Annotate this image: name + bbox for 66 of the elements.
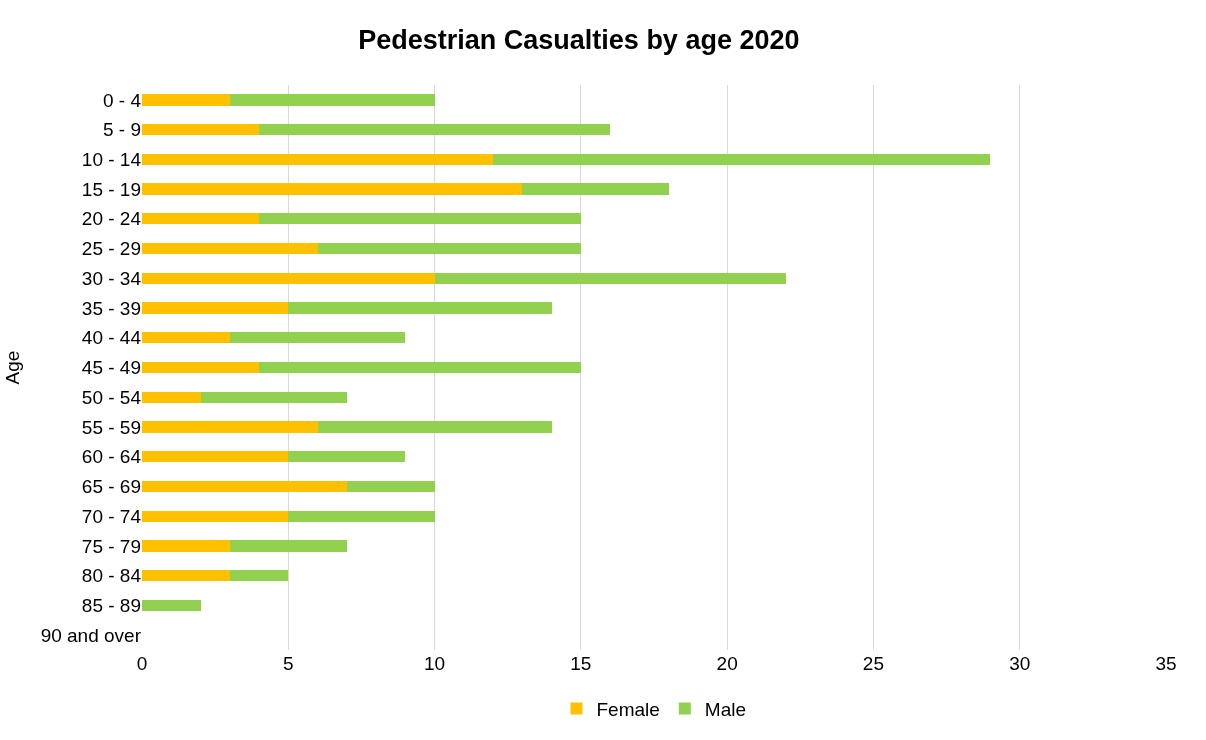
chart-title: Pedestrian Casualties by age 2020 xyxy=(358,24,800,55)
y-tick-label: 50 - 54 xyxy=(81,386,142,408)
bar xyxy=(434,272,786,284)
y-tick-label: 90 and over xyxy=(40,624,142,646)
bar xyxy=(317,421,552,433)
bar xyxy=(522,183,669,195)
x-tick-label: 30 xyxy=(1009,653,1031,674)
x-tick-label: 15 xyxy=(570,653,592,674)
bar xyxy=(229,94,435,106)
bar xyxy=(142,302,289,314)
y-tick-label: 55 - 59 xyxy=(81,416,141,438)
y-tick-label: 10 - 14 xyxy=(81,148,142,170)
bar xyxy=(346,480,435,493)
bar xyxy=(259,361,581,374)
bar xyxy=(142,510,289,522)
bar xyxy=(229,540,347,552)
y-tick-label: 20 - 24 xyxy=(81,208,142,230)
bar xyxy=(288,510,435,522)
x-tick-label: 25 xyxy=(862,653,884,674)
bar xyxy=(142,332,230,344)
y-tick-label: 15 - 19 xyxy=(81,178,141,200)
bar xyxy=(142,153,494,165)
y-tick-label: 5 - 9 xyxy=(102,119,141,141)
y-tick-label: 85 - 89 xyxy=(81,595,141,617)
bar xyxy=(142,599,201,612)
x-tick-label: 0 xyxy=(136,653,148,674)
bar xyxy=(200,391,347,403)
y-tick-label: 45 - 49 xyxy=(81,357,141,379)
bar xyxy=(142,421,318,433)
y-tick-label: 75 - 79 xyxy=(81,535,141,557)
legend-label: Female xyxy=(596,698,660,720)
y-tick-label: 70 - 74 xyxy=(81,505,142,527)
bar xyxy=(142,272,435,284)
y-tick-label: 30 - 34 xyxy=(81,267,142,289)
bar xyxy=(142,570,230,582)
bar xyxy=(142,540,230,552)
bar xyxy=(142,361,260,374)
y-tick-label: 80 - 84 xyxy=(81,565,142,587)
bar xyxy=(229,570,289,582)
legend-label: Male xyxy=(704,698,747,720)
bar xyxy=(142,391,201,403)
y-tick-label: 35 - 39 xyxy=(81,297,141,319)
y-tick-label: 60 - 64 xyxy=(81,446,142,468)
y-tick-label: 0 - 4 xyxy=(102,89,142,111)
x-tick-label: 35 xyxy=(1155,653,1177,674)
bar xyxy=(259,123,611,136)
bar xyxy=(142,213,260,225)
y-axis-title: Age xyxy=(2,350,24,385)
bar xyxy=(142,480,347,493)
bar xyxy=(142,94,230,106)
y-tick-label: 40 - 44 xyxy=(81,327,142,349)
bar xyxy=(142,183,523,195)
bar xyxy=(288,302,552,314)
bar xyxy=(259,213,581,225)
bar xyxy=(142,451,289,463)
bar xyxy=(317,242,581,255)
bar xyxy=(288,451,406,463)
x-tick-label: 20 xyxy=(716,653,738,674)
bar xyxy=(142,123,260,136)
x-tick-label: 10 xyxy=(424,653,446,674)
bar xyxy=(142,242,318,255)
y-tick-label: 25 - 29 xyxy=(81,238,141,260)
y-tick-label: 65 - 69 xyxy=(81,476,141,498)
bar xyxy=(493,153,991,165)
x-tick-label: 5 xyxy=(283,653,294,674)
bar xyxy=(229,332,406,344)
